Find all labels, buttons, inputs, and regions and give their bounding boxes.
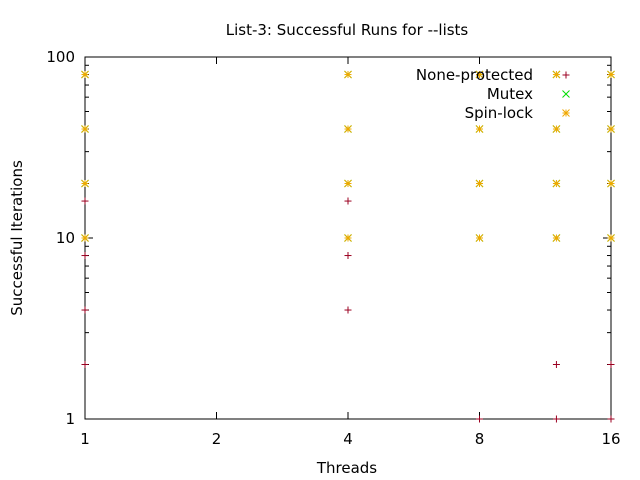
legend-marker-none-protected [562,71,570,79]
point-none-protected [607,415,615,423]
point-spin-lock [475,70,484,79]
y-tick-label: 1 [65,410,75,428]
point-spin-lock [552,125,561,133]
point-none-protected [344,197,352,205]
point-none-protected [552,361,560,369]
point-spin-lock [81,179,89,188]
x-tick-label: 1 [80,430,90,448]
point-none-protected [344,306,352,314]
point-none-protected [607,361,615,369]
point-spin-lock [475,234,484,242]
y-tick-label: 100 [46,48,75,66]
x-tick-label: 4 [343,430,353,448]
point-spin-lock [607,179,615,188]
data-points [81,70,615,423]
point-spin-lock [607,125,615,133]
x-axis-label: Threads [316,459,377,477]
point-none-protected [476,415,483,423]
point-spin-lock [344,70,352,79]
y-axis-label: Successful Iterations [8,160,26,316]
point-spin-lock [607,234,615,242]
x-tick-label: 16 [601,430,620,448]
point-spin-lock [552,234,561,242]
legend-label-mutex: Mutex [487,85,533,103]
point-spin-lock [81,125,89,133]
x-tick-label: 8 [475,430,485,448]
point-none-protected [344,252,352,260]
point-none-protected [81,252,89,260]
legend-marker-mutex [562,90,570,98]
tick-labels: 1 2 4 8 16 1 10 100 [46,48,620,448]
point-spin-lock [344,234,352,242]
point-spin-lock [81,234,89,242]
legend-label-none-protected: None-protected [416,66,533,84]
point-spin-lock [344,179,352,188]
point-spin-lock [81,70,89,79]
y-tick-label: 10 [56,229,75,247]
legend-marker-spin-lock [562,109,570,117]
point-spin-lock [344,125,352,133]
point-spin-lock [475,179,484,188]
legend-label-spin-lock: Spin-lock [465,104,534,122]
point-none-protected [552,415,560,423]
point-spin-lock [552,70,561,79]
point-none-protected [81,197,89,205]
point-spin-lock [475,125,484,133]
point-none-protected [81,361,89,369]
x-tick-label: 2 [212,430,222,448]
point-none-protected [81,306,89,314]
point-spin-lock [607,70,615,79]
point-spin-lock [552,179,561,188]
chart-title: List-3: Successful Runs for --lists [226,21,469,39]
